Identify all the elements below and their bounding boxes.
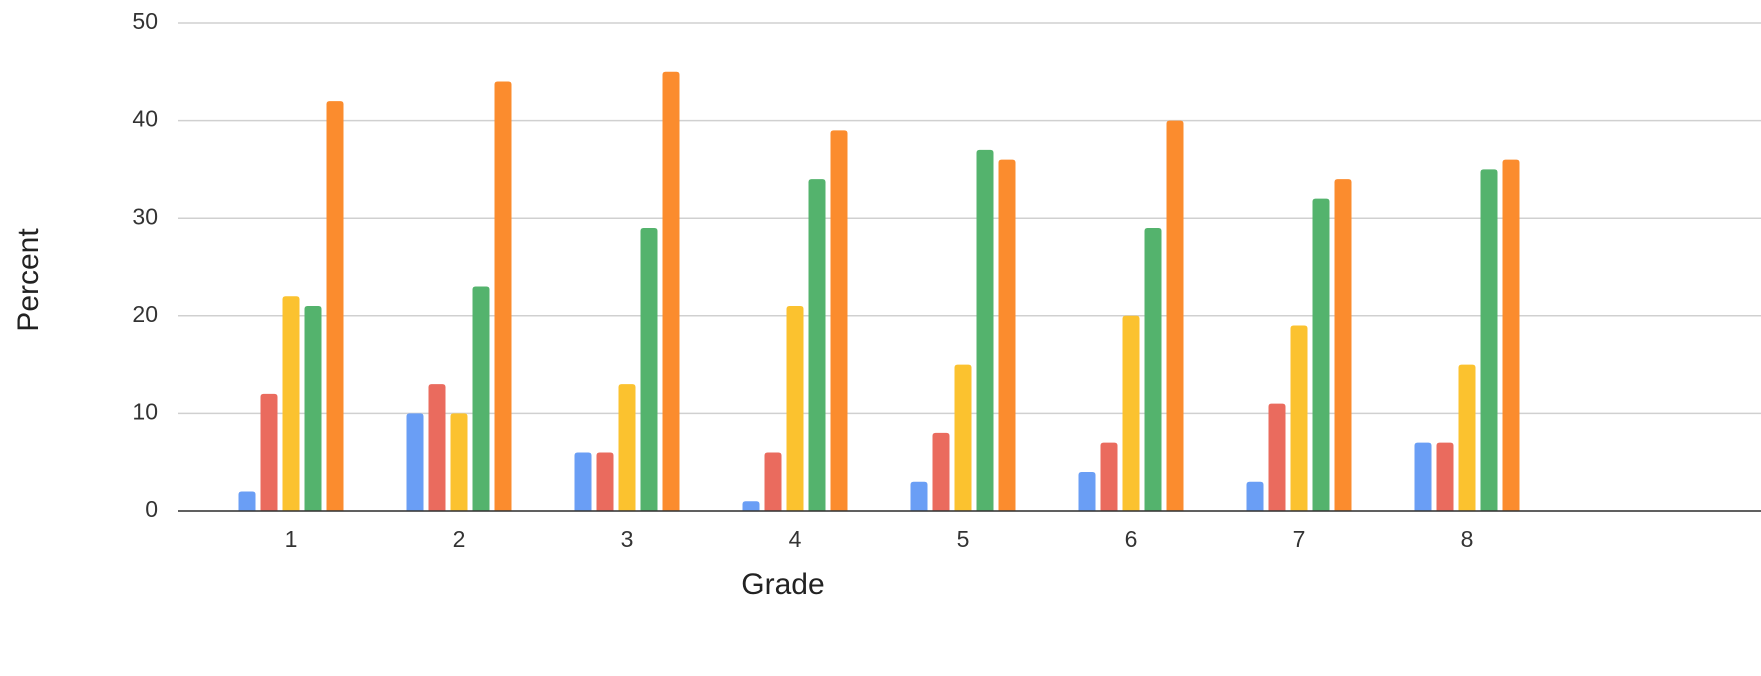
bar (1502, 159, 1520, 511)
x-tick-label: 6 (1125, 526, 1138, 552)
x-tick-label: 7 (1293, 526, 1306, 552)
bar (406, 413, 424, 511)
y-tick-label: 10 (132, 398, 158, 424)
bar (304, 306, 322, 511)
bar (494, 81, 512, 511)
bar (954, 364, 972, 511)
x-tick-label: 3 (621, 526, 634, 552)
x-axis-title: Grade (741, 568, 824, 601)
bar (1100, 442, 1118, 511)
bar (472, 286, 490, 511)
y-tick-label: 20 (132, 301, 158, 327)
bar (596, 452, 614, 511)
bar (1078, 471, 1096, 511)
bar (662, 71, 680, 512)
bar (1166, 120, 1184, 511)
bar (976, 149, 994, 511)
y-tick-label: 50 (132, 8, 158, 34)
bar (574, 452, 592, 511)
bar (998, 159, 1016, 511)
bar (1268, 403, 1286, 511)
bar (1458, 364, 1476, 511)
bar (1122, 315, 1140, 511)
bar (742, 501, 760, 511)
bar (1312, 198, 1330, 511)
x-tick-label: 2 (453, 526, 466, 552)
x-tick-label: 8 (1461, 526, 1474, 552)
bar (618, 384, 636, 511)
bar (932, 432, 950, 511)
bar (1436, 442, 1454, 511)
bar (1480, 169, 1498, 511)
bar (1334, 179, 1352, 511)
bar (326, 101, 344, 511)
bar (764, 452, 782, 511)
bar (808, 179, 826, 511)
bar (260, 393, 278, 511)
bar (428, 384, 446, 511)
y-axis-title: Percent (12, 228, 45, 332)
bar (1144, 227, 1162, 511)
bar (786, 306, 804, 511)
bar (640, 227, 658, 511)
bar (450, 413, 468, 511)
x-tick-label: 5 (957, 526, 970, 552)
y-tick-label: 40 (132, 106, 158, 132)
bar (1246, 481, 1264, 511)
bar (1414, 442, 1432, 511)
bar (282, 296, 300, 511)
x-tick-label: 1 (285, 526, 298, 552)
y-tick-label: 0 (145, 496, 158, 522)
bar (830, 130, 848, 512)
y-tick-label: 30 (132, 203, 158, 229)
bar (1290, 325, 1308, 511)
bar (238, 491, 256, 511)
bar (910, 481, 928, 511)
x-tick-label: 4 (789, 526, 802, 552)
